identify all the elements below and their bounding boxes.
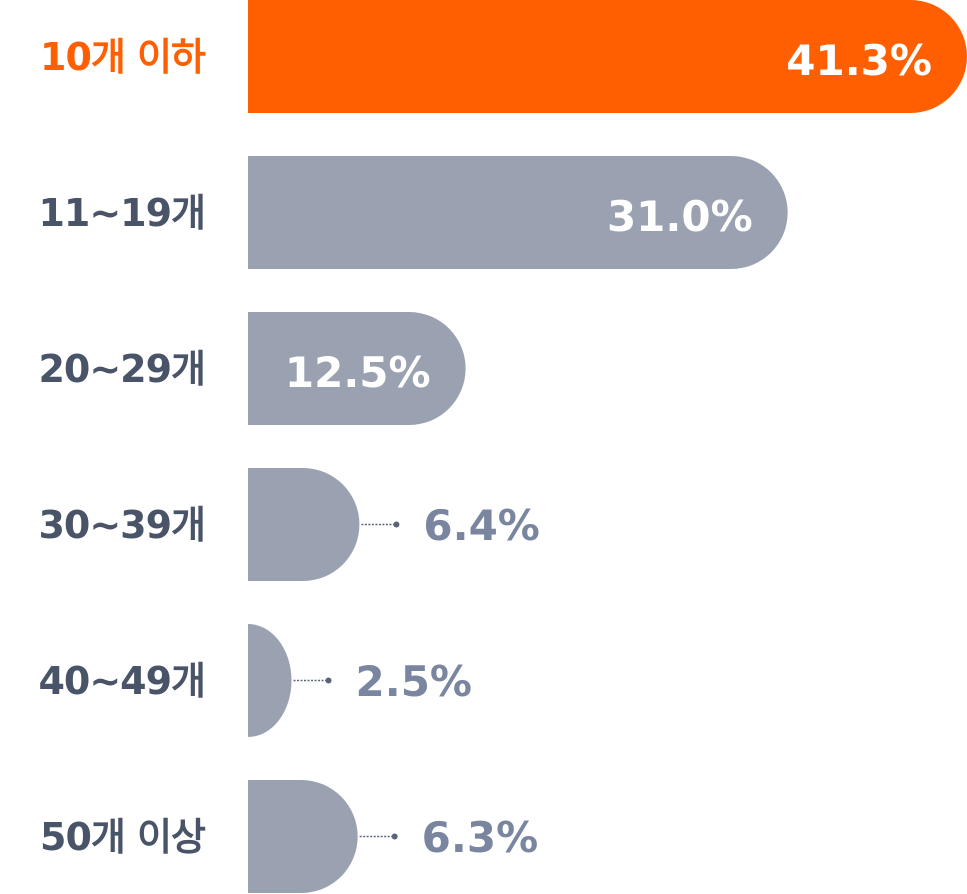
- value-label: 6.3%: [422, 813, 538, 862]
- category-label: 50개 이상: [40, 815, 206, 859]
- category-label: 30~39개: [38, 503, 205, 547]
- leader-dot: [393, 521, 400, 528]
- category-label: 40~49개: [38, 659, 205, 703]
- leader-dot: [391, 833, 398, 840]
- value-label: 6.4%: [423, 501, 539, 550]
- category-label: 10개 이하: [40, 35, 206, 79]
- value-label: 12.5%: [285, 348, 431, 397]
- leader-dot: [325, 677, 332, 684]
- value-label: 2.5%: [356, 657, 472, 706]
- bar: [248, 156, 788, 269]
- category-label: 20~29개: [38, 347, 205, 391]
- bar: [248, 0, 967, 113]
- bar: [248, 312, 466, 425]
- value-label: 41.3%: [786, 36, 932, 85]
- bar: [248, 780, 358, 893]
- category-label: 11~19개: [38, 191, 205, 235]
- bar: [248, 624, 292, 737]
- value-label: 31.0%: [607, 192, 753, 241]
- bar: [248, 468, 360, 581]
